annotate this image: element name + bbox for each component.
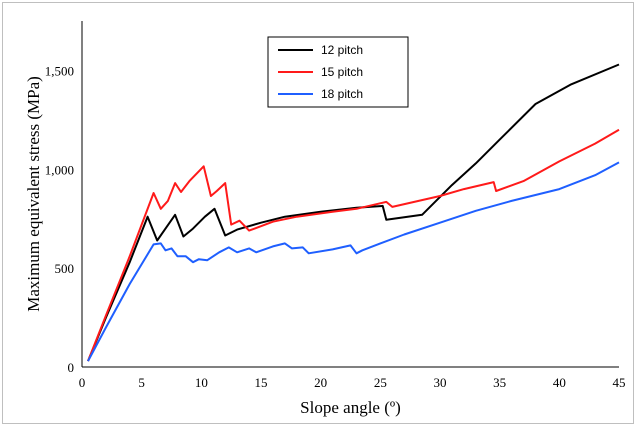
x-tick-label: 40 bbox=[553, 375, 566, 390]
x-tick-label: 0 bbox=[79, 375, 86, 390]
y-tick-label: 0 bbox=[68, 360, 75, 375]
legend-label: 15 pitch bbox=[321, 65, 363, 79]
x-tick-label: 5 bbox=[138, 375, 145, 390]
x-tick-label: 25 bbox=[374, 375, 387, 390]
x-tick-label: 35 bbox=[493, 375, 506, 390]
x-axis-title: Slope angle (º) bbox=[300, 398, 401, 417]
y-tick-label: 1,000 bbox=[45, 162, 74, 177]
legend-label: 18 pitch bbox=[321, 87, 363, 101]
series-line-12-pitch bbox=[87, 63, 620, 362]
line-chart: 0 500 1,000 1,500 0 5 10 15 20 25 30 35 40 45 Maximu… bbox=[24, 21, 626, 417]
y-axis-title: Maximum equivalent stress (MPa) bbox=[24, 76, 43, 312]
y-tick-labels: 0 500 1,000 1,500 bbox=[45, 63, 74, 375]
axes bbox=[81, 21, 619, 368]
x-tick-label: 30 bbox=[434, 375, 447, 390]
x-tick-label: 20 bbox=[314, 375, 327, 390]
legend: 12 pitch 15 pitch 18 pitch bbox=[267, 36, 409, 108]
series-line-18-pitch bbox=[87, 161, 620, 362]
x-tick-labels: 0 5 10 15 20 25 30 35 40 45 bbox=[79, 375, 626, 390]
chart-container: 0 500 1,000 1,500 0 5 10 15 20 25 30 35 40 45 Maximu… bbox=[2, 2, 634, 424]
series-line-15-pitch bbox=[87, 128, 620, 362]
x-tick-label: 45 bbox=[613, 375, 626, 390]
legend-label: 12 pitch bbox=[321, 43, 363, 57]
x-tick-label: 15 bbox=[255, 375, 268, 390]
y-tick-label: 1,500 bbox=[45, 63, 74, 78]
series-lines bbox=[87, 63, 620, 362]
y-tick-label: 500 bbox=[55, 261, 75, 276]
x-tick-label: 10 bbox=[195, 375, 208, 390]
